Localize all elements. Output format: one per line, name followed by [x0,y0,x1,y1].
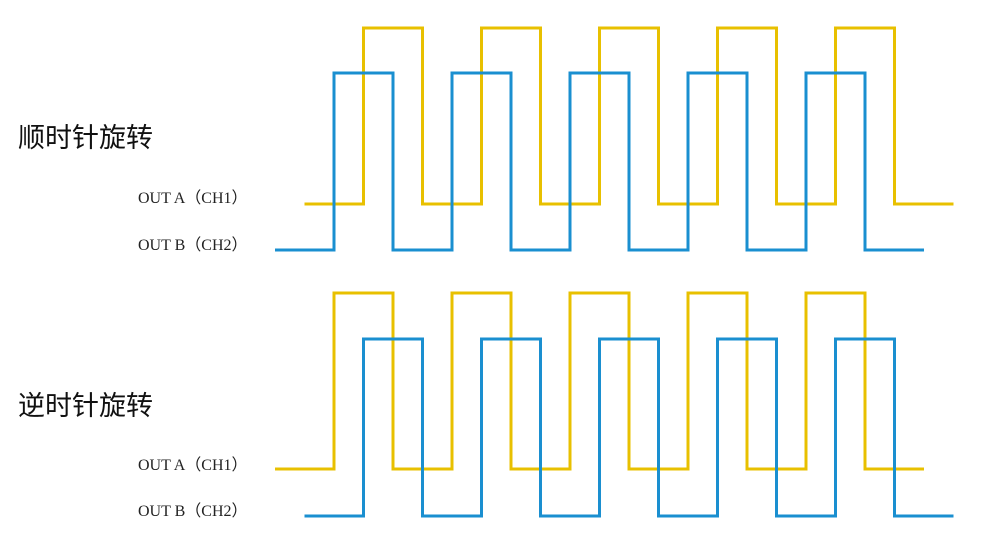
ccw-out-b-label: OUT B（CH2） [138,503,248,520]
clockwise-title: 顺时针旋转 [18,123,153,154]
cw-out-b-label: OUT B（CH2） [138,237,248,254]
cw-out-b-waveform [275,71,924,252]
ccw-out-b-waveform [304,337,954,518]
cw-out-a-label: OUT A（CH1） [138,190,248,207]
ccw-out-a-label: OUT A（CH1） [138,457,248,474]
counterclockwise-title: 逆时针旋转 [18,391,153,422]
ccw-out-a-waveform [275,291,924,471]
cw-out-a-waveform [304,26,954,206]
